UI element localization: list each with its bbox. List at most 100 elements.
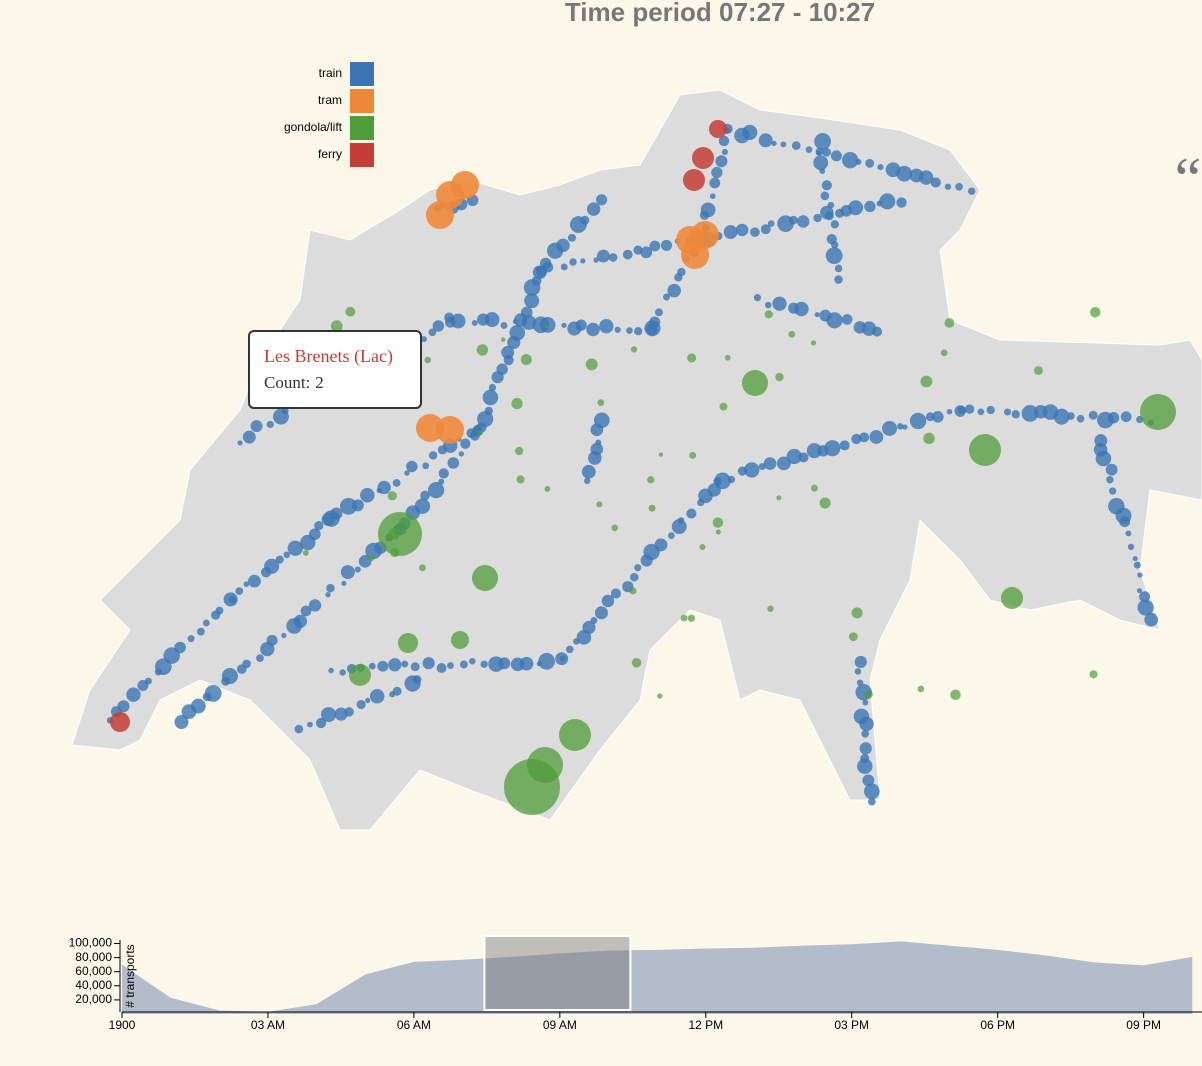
stop-dot	[1067, 412, 1075, 420]
stop-dot	[930, 177, 941, 188]
stop-dot	[946, 408, 953, 415]
stop-dot	[601, 594, 615, 608]
stop-dot	[561, 322, 567, 328]
stop-dot	[727, 475, 736, 484]
stop-dot	[813, 155, 829, 171]
y-tick-label: 100,000	[69, 936, 113, 950]
stop-dot	[917, 685, 925, 693]
stop-dot	[657, 693, 663, 699]
stop-dot	[581, 464, 596, 479]
stop-dot	[857, 758, 873, 774]
stop-dot	[923, 432, 935, 445]
stop-dot	[281, 407, 289, 415]
stop-dot	[501, 345, 515, 359]
stop-dot	[819, 168, 826, 175]
stop-dot	[856, 679, 864, 686]
stop-dot	[719, 402, 728, 411]
stop-dot	[460, 438, 471, 449]
area	[122, 941, 1193, 1014]
stop-dot	[614, 326, 621, 333]
legend-swatch	[350, 116, 374, 140]
y-tick-label: 40,000	[75, 978, 112, 992]
stop-dot	[250, 420, 263, 433]
stop-dot	[582, 620, 596, 635]
stop-dot	[590, 617, 598, 624]
stop-dot	[714, 472, 731, 490]
stop-dot	[663, 293, 671, 301]
stop-dot	[275, 555, 284, 564]
x-tick-label: 06 AM	[397, 1018, 431, 1032]
stop-dot	[715, 529, 721, 535]
stop-dot	[587, 202, 601, 216]
stop-dot	[859, 432, 870, 443]
stop-dot	[584, 477, 591, 485]
stop-dot	[126, 687, 141, 702]
stop-dot	[610, 588, 621, 599]
stop-dot	[539, 257, 552, 270]
stop-dot	[932, 411, 944, 423]
stop-dot	[281, 632, 287, 639]
stop-dot	[321, 707, 337, 723]
stop-dot	[767, 220, 775, 227]
stop-dot	[424, 356, 432, 364]
x-tick-label: 09 AM	[543, 1018, 577, 1032]
stop-dot	[608, 253, 618, 262]
stop-dot	[339, 497, 357, 515]
stop-dot	[477, 429, 483, 436]
stop-dot	[1137, 572, 1143, 578]
stop-dot	[567, 233, 576, 242]
stop-dot	[1119, 516, 1131, 528]
stop-dot	[848, 632, 858, 642]
stop-dot	[181, 704, 197, 719]
stop-dot	[1120, 411, 1132, 423]
stop-dot	[1108, 487, 1117, 495]
stop-dot	[954, 405, 967, 417]
stop-dot	[1088, 410, 1098, 420]
stop-dot	[689, 451, 697, 459]
legend-label: train	[319, 66, 342, 80]
stop-dot	[841, 314, 853, 325]
stop-dot	[447, 662, 454, 669]
stop-dot	[283, 551, 291, 559]
stop-dot	[780, 141, 787, 148]
stop-dot	[864, 200, 876, 213]
stop-dot	[438, 468, 449, 479]
stop-dot	[667, 532, 675, 539]
stop-dot	[1125, 530, 1132, 537]
stop-dot	[854, 655, 867, 669]
stop-dot	[447, 457, 460, 469]
stop-dot	[377, 480, 391, 495]
stop-dot	[1003, 408, 1012, 416]
stop-dot	[629, 587, 637, 595]
stop-dot	[865, 158, 875, 168]
stop-dot	[566, 645, 574, 654]
x-tick-label: 12 PM	[688, 1018, 723, 1032]
stop-dot	[839, 440, 850, 451]
tooltip-box	[248, 330, 422, 409]
stop-dot	[406, 460, 418, 473]
stop-dot	[237, 440, 243, 446]
stop-dot	[687, 353, 697, 363]
stop-dot	[472, 565, 498, 591]
stop-dot	[314, 520, 324, 531]
stop-dot	[862, 774, 875, 787]
stop-dot	[864, 783, 880, 800]
legend: train tram gondola/lift ferry	[284, 62, 374, 167]
stop-dot	[831, 241, 839, 249]
stop-dot	[819, 497, 831, 509]
stop-dot	[544, 324, 549, 329]
stop-dot	[622, 249, 633, 260]
stop-dot	[767, 605, 774, 612]
stop-dot	[307, 721, 313, 728]
stop-dot	[824, 440, 841, 457]
stop-dot	[855, 158, 862, 165]
stop-dot	[256, 654, 264, 662]
x-tick-label: 06 PM	[980, 1018, 1015, 1032]
stop-dot	[820, 191, 830, 201]
stop-dot	[538, 652, 555, 670]
stop-dot	[700, 202, 716, 218]
stop-dot	[648, 504, 656, 512]
stop-dot	[788, 215, 798, 225]
stop-dot	[944, 318, 955, 328]
